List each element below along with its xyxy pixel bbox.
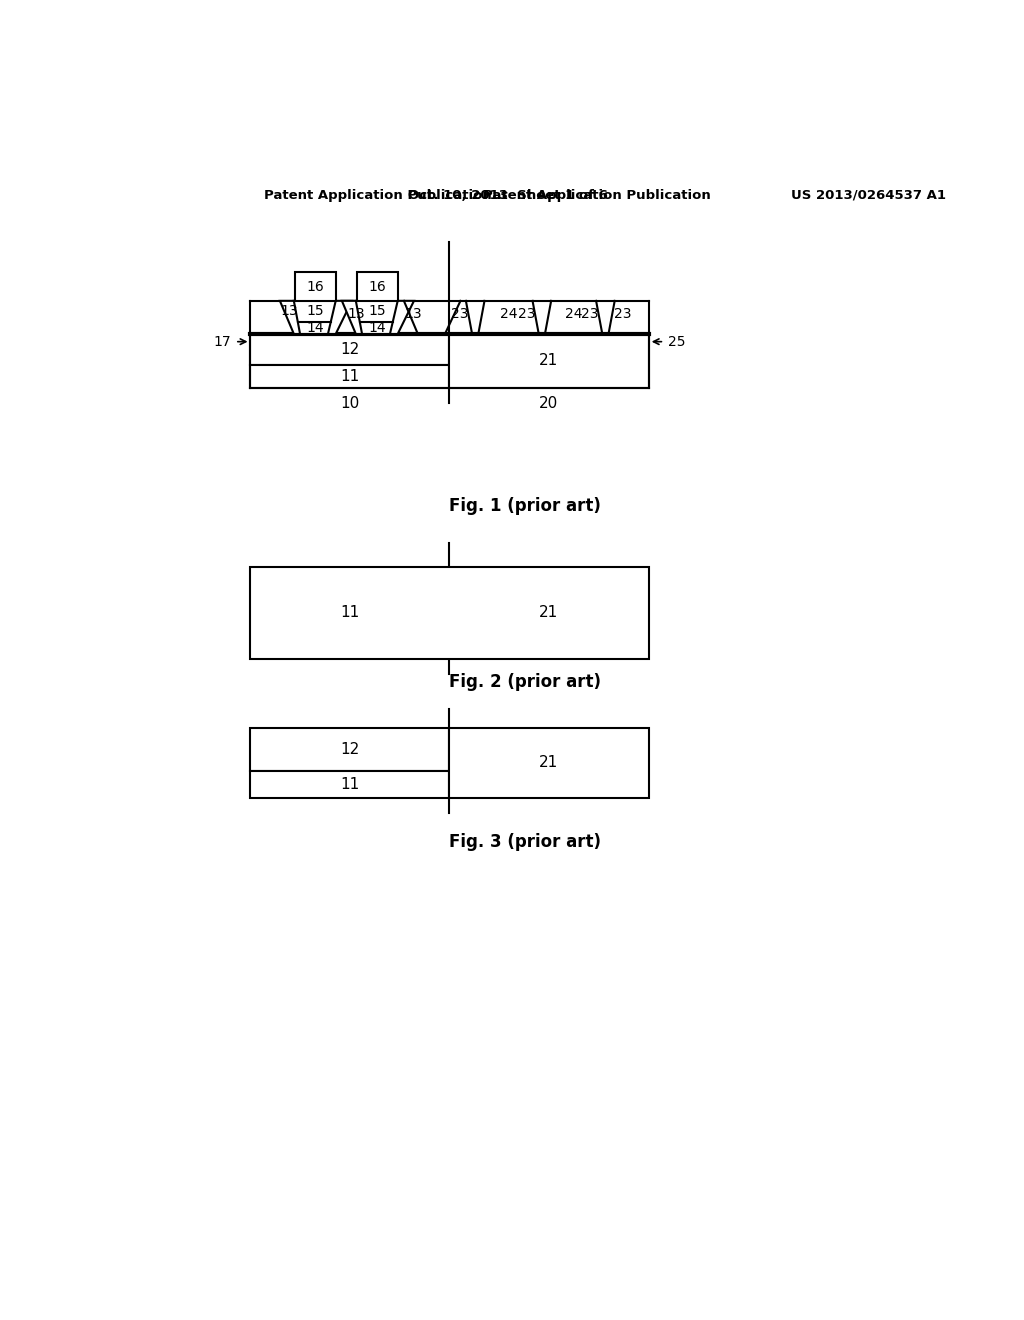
Text: Oct. 10, 2013  Sheet 1 of 6: Oct. 10, 2013 Sheet 1 of 6	[408, 189, 607, 202]
Bar	[295, 272, 336, 301]
Text: 13: 13	[348, 306, 366, 321]
Text: 23: 23	[582, 306, 599, 321]
Text: 17: 17	[213, 335, 231, 348]
Polygon shape	[342, 301, 414, 334]
Text: 14: 14	[368, 321, 386, 335]
Text: 13: 13	[281, 304, 298, 318]
Bar	[251, 771, 449, 797]
Text: 10: 10	[340, 396, 359, 411]
Text: 15: 15	[306, 304, 324, 318]
Text: 16: 16	[369, 280, 386, 293]
Text: 13: 13	[404, 306, 422, 321]
Text: 11: 11	[340, 776, 359, 792]
Polygon shape	[294, 301, 336, 334]
Bar	[449, 729, 649, 797]
Polygon shape	[356, 301, 397, 334]
Text: 20: 20	[540, 396, 558, 411]
Text: 12: 12	[340, 742, 359, 756]
Polygon shape	[280, 301, 352, 334]
Text: 23: 23	[451, 306, 468, 321]
Text: 11: 11	[340, 605, 359, 620]
Text: Patent Application Publication: Patent Application Publication	[483, 189, 711, 202]
Text: US 2013/0264537 A1: US 2013/0264537 A1	[791, 189, 945, 202]
Text: 21: 21	[540, 755, 558, 771]
Text: 23: 23	[517, 306, 536, 321]
Text: 21: 21	[540, 605, 558, 620]
Text: Patent Application Publication: Patent Application Publication	[263, 189, 492, 202]
Text: 24: 24	[500, 306, 517, 321]
Text: 21: 21	[540, 354, 558, 368]
Bar	[356, 272, 397, 301]
Text: 16: 16	[306, 280, 324, 293]
Text: 14: 14	[306, 321, 324, 335]
Text: 11: 11	[340, 368, 359, 384]
Bar	[449, 334, 649, 388]
Bar	[251, 729, 449, 771]
Text: 25: 25	[669, 335, 686, 348]
Text: 15: 15	[368, 304, 386, 318]
Text: Fig. 3 (prior art): Fig. 3 (prior art)	[449, 833, 601, 851]
Bar	[251, 364, 449, 388]
Text: Fig. 1 (prior art): Fig. 1 (prior art)	[449, 498, 601, 515]
Bar	[251, 334, 449, 364]
Text: Fig. 2 (prior art): Fig. 2 (prior art)	[449, 673, 601, 690]
Text: 12: 12	[340, 342, 359, 356]
Text: 23: 23	[613, 306, 631, 321]
Text: 24: 24	[565, 306, 583, 321]
Bar	[251, 566, 649, 659]
